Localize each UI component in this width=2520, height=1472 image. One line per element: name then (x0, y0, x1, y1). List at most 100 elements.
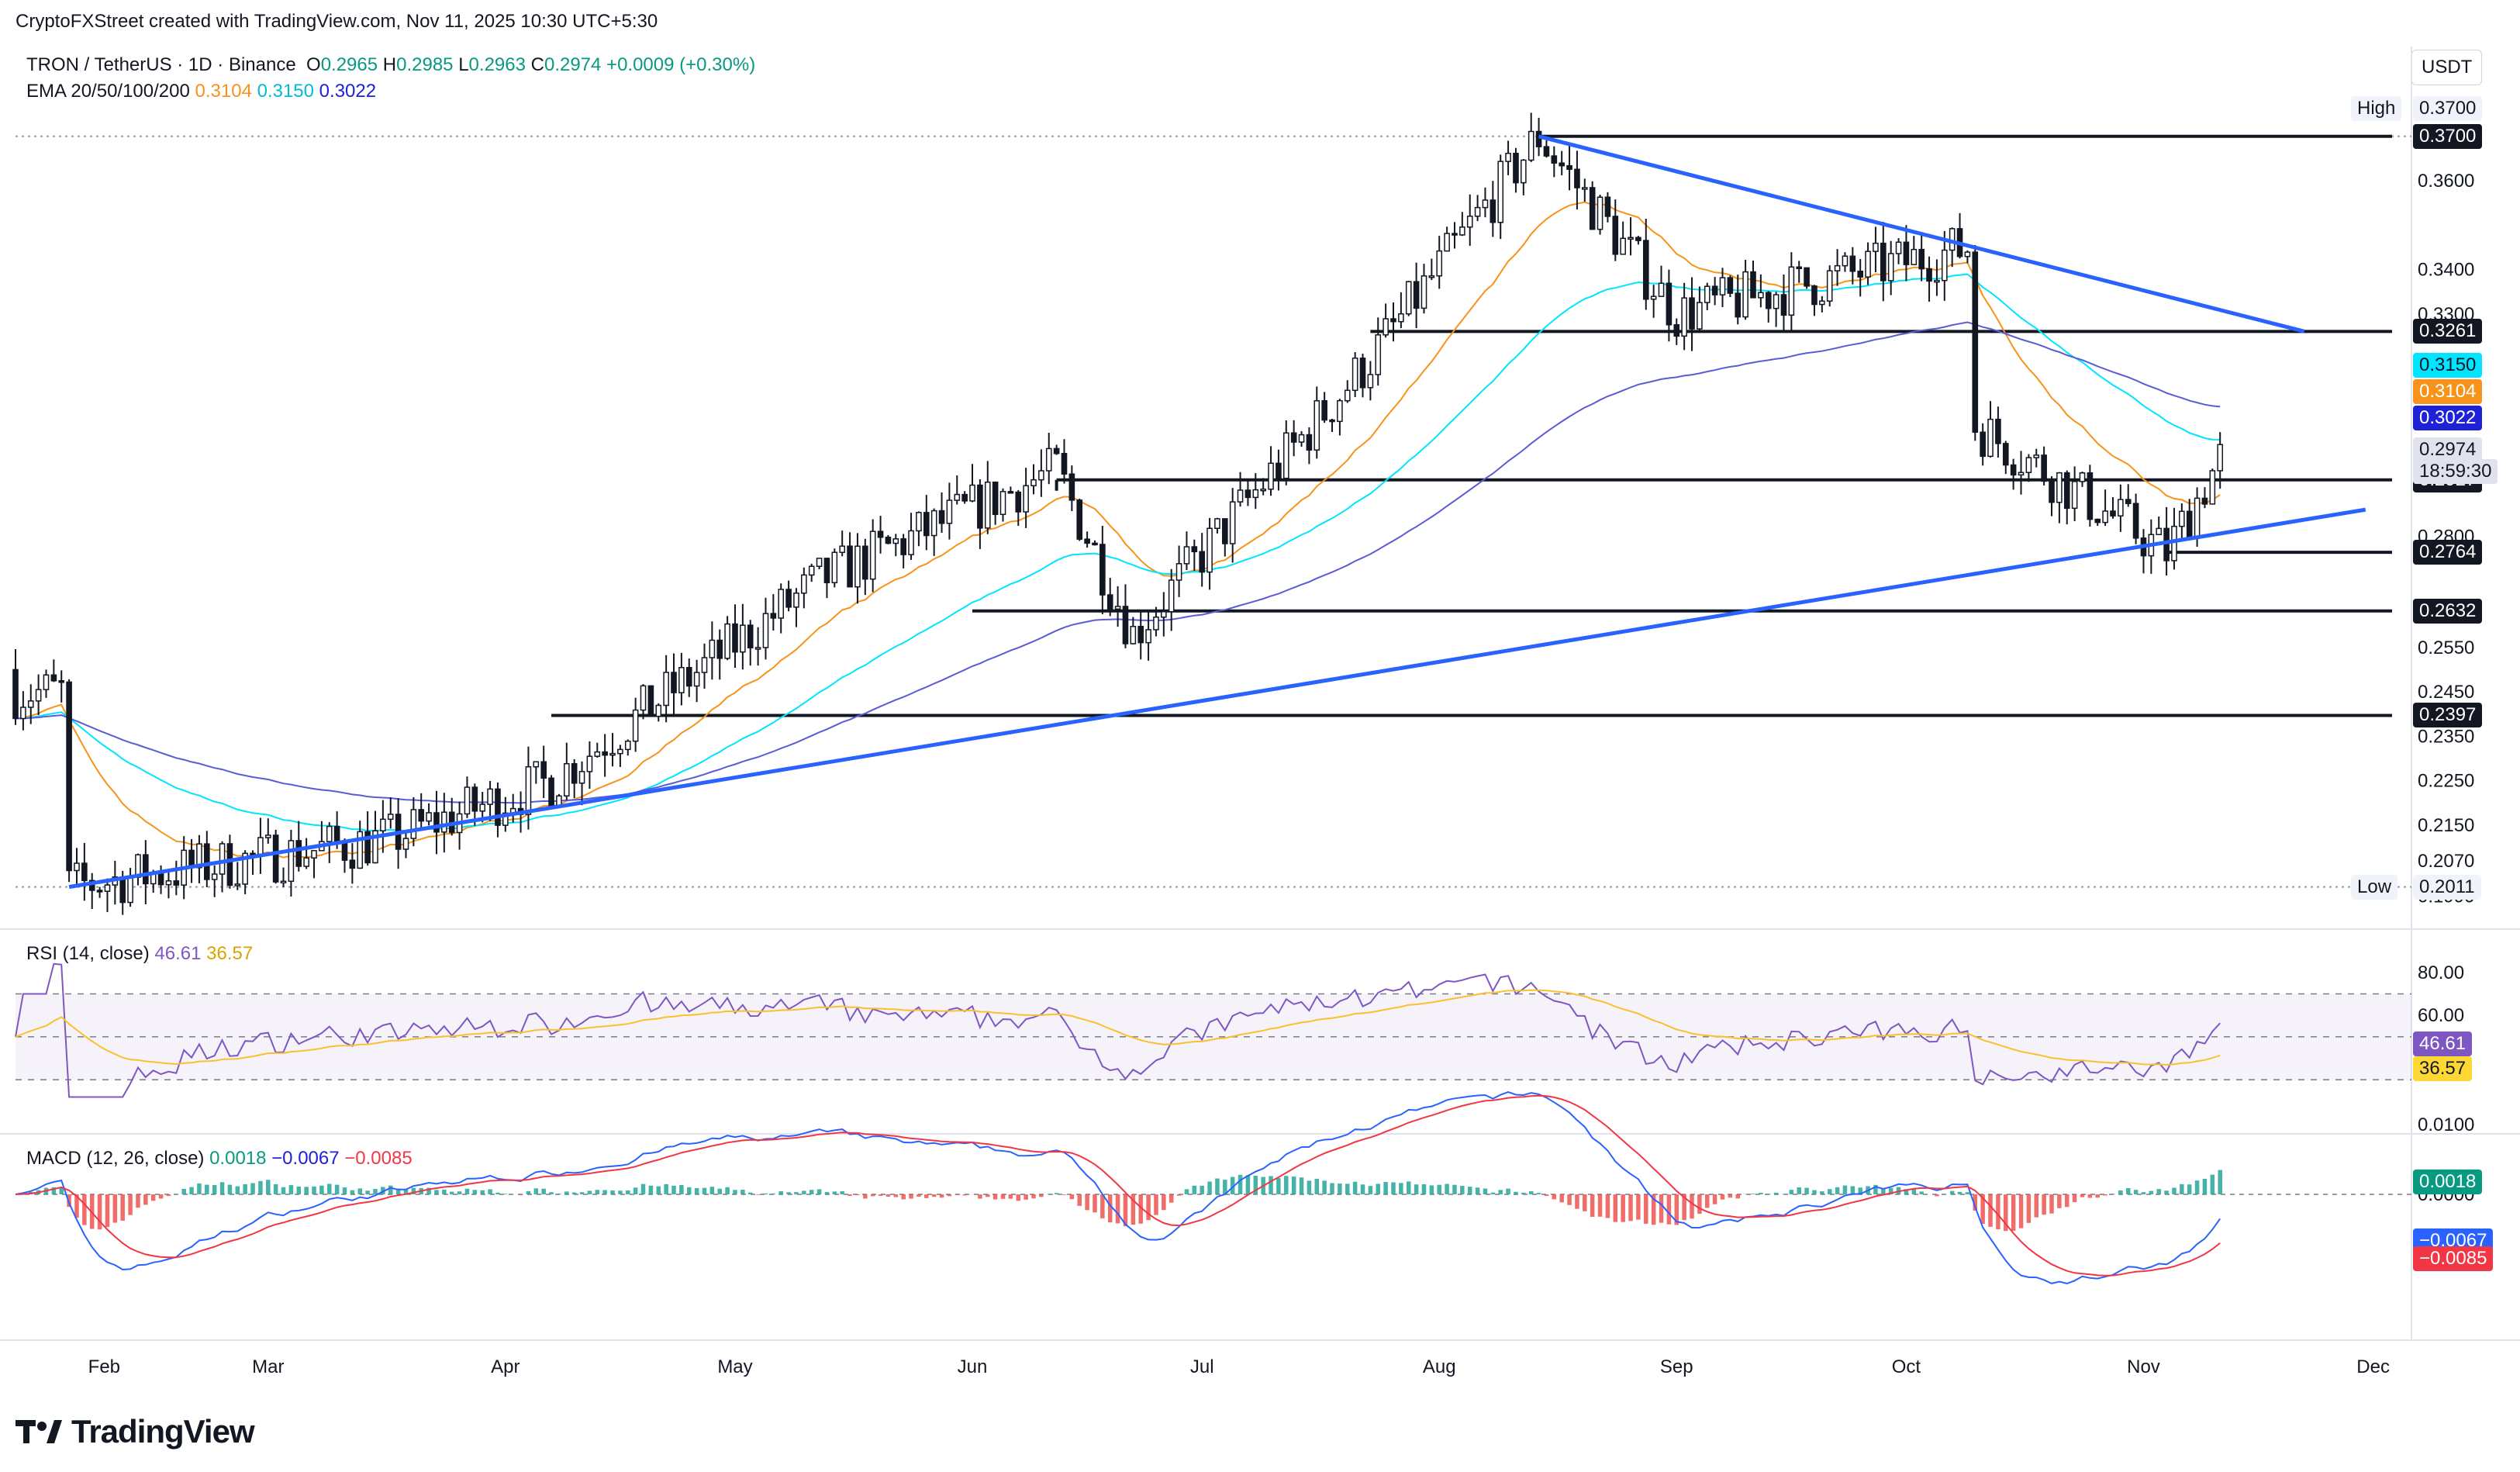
candle-body (2049, 480, 2055, 503)
candle-body (946, 499, 953, 524)
candle-body (471, 786, 478, 812)
candle-body (900, 538, 906, 555)
candle-body (1375, 334, 1382, 375)
candle-body (2186, 510, 2193, 539)
candle-body (1941, 249, 1948, 282)
macd-histogram-bar (1368, 1186, 1373, 1194)
candle-body (2094, 518, 2101, 523)
price-tick-label: 0.3600 (2418, 171, 2474, 192)
candle-body (2171, 525, 2177, 562)
macd-histogram-bar (824, 1192, 830, 1194)
candle-body (1987, 418, 1994, 458)
macd-histogram-bar (273, 1183, 278, 1194)
candle-body (1130, 626, 1137, 644)
candle-body (1459, 226, 1465, 236)
macd-histogram-bar (816, 1189, 822, 1194)
price-tick-label: 0.2450 (2418, 682, 2474, 703)
macd-histogram-bar (1949, 1190, 1955, 1194)
candle-body (1045, 447, 1052, 472)
macd-histogram-bar (1421, 1183, 1427, 1194)
ema-price-tag: 0.3022 (2413, 406, 2483, 431)
candle-body (2110, 510, 2116, 517)
candle-body (801, 574, 807, 594)
candle-body (954, 493, 961, 501)
candle-body (426, 812, 432, 822)
candle-body (495, 788, 501, 826)
x-axis-label: Oct (1892, 1356, 1921, 1377)
candle-body (1137, 626, 1144, 644)
macd-histogram-bar (1253, 1175, 1258, 1194)
macd-histogram-bar (1291, 1177, 1296, 1194)
macd-histogram-bar (128, 1194, 133, 1215)
candle-body (1612, 216, 1619, 255)
macd-histogram-bar (686, 1187, 692, 1194)
macd-histogram-bar (602, 1190, 607, 1194)
candle-body (2056, 472, 2063, 503)
candle-body (119, 876, 126, 904)
candle-body (1528, 130, 1534, 161)
candle-body (1153, 616, 1159, 631)
macd-histogram-bar (893, 1194, 899, 1197)
macd-histogram-bar (288, 1185, 294, 1194)
candle-body (96, 890, 103, 893)
candle-body (1092, 542, 1098, 546)
candle-body (2118, 499, 2124, 517)
candle-body (1911, 248, 1918, 265)
candle-body (862, 545, 868, 580)
macd-histogram-bar (1820, 1191, 1824, 1194)
macd-histogram-bar (747, 1192, 753, 1194)
macd-histogram-bar (266, 1180, 271, 1194)
macd-histogram-bar (947, 1194, 952, 1197)
candle-body (143, 854, 149, 885)
trendlines[interactable] (68, 134, 2366, 890)
macd-histogram-bar (2026, 1194, 2032, 1223)
price-tick-label: 0.3400 (2418, 260, 2474, 281)
macd-histogram-bar (610, 1190, 615, 1194)
candle-body (1873, 242, 1879, 252)
macd-histogram-bar (403, 1190, 409, 1194)
macd-histogram-bar (1728, 1194, 1733, 1198)
candle-body (1405, 281, 1412, 315)
macd-histogram-bar (1697, 1194, 1702, 1214)
macd-histogram-bar (464, 1188, 470, 1194)
macd-histogram-bar (2141, 1192, 2146, 1194)
symbol-legend: TRON / TetherUS · 1D · Binance O0.2965 H… (26, 54, 755, 76)
x-axis-label: Jun (958, 1356, 988, 1377)
macd-legend[interactable]: MACD (12, 26, close) 0.0018 −0.0067 −0.0… (26, 1148, 413, 1170)
macd-histogram-bar (978, 1194, 982, 1199)
candle-body (1214, 518, 1220, 529)
macd-histogram-bar (2103, 1194, 2107, 1196)
candle-body (1206, 527, 1213, 573)
macd-histogram-bar (2218, 1170, 2222, 1194)
macd-histogram-bar (939, 1194, 944, 1198)
macd-histogram-bar (1506, 1188, 1510, 1194)
tradingview-logo[interactable]: TradingView (16, 1413, 255, 1450)
macd-histogram-bar (1666, 1194, 1672, 1225)
candle-body (1804, 267, 1810, 287)
candle-body (1521, 159, 1527, 184)
macd-histogram-bar (2164, 1190, 2169, 1194)
macd-histogram-bar (725, 1187, 730, 1194)
macd-histogram-bar (1429, 1185, 1434, 1194)
macd-histogram-bar (181, 1188, 186, 1194)
candle-body (999, 491, 1006, 516)
macd-histogram-bar (1452, 1184, 1457, 1194)
candle-body (35, 689, 42, 702)
macd-histogram-bar (480, 1190, 485, 1194)
candle-body (2201, 497, 2208, 505)
symbol-title[interactable]: TRON / TetherUS · 1D · Binance (26, 54, 296, 75)
macd-histogram-bar (197, 1183, 202, 1194)
macd-histogram-bar (1000, 1194, 1006, 1199)
candle-body (1337, 399, 1343, 423)
macd-histogram-bar (694, 1187, 699, 1194)
rsi-legend[interactable]: RSI (14, close) 46.61 36.57 (26, 943, 253, 965)
macd-histogram-bar (327, 1183, 332, 1194)
macd-histogram-bar (1008, 1194, 1013, 1199)
macd-histogram-bar (840, 1190, 844, 1194)
candle-body (2217, 444, 2224, 472)
ema-legend[interactable]: EMA 20/50/100/200 0.3104 0.3150 0.3022 (26, 81, 376, 102)
macd-histogram-bar (1514, 1191, 1518, 1194)
candle-body (2041, 454, 2047, 482)
candle-body (173, 880, 180, 886)
